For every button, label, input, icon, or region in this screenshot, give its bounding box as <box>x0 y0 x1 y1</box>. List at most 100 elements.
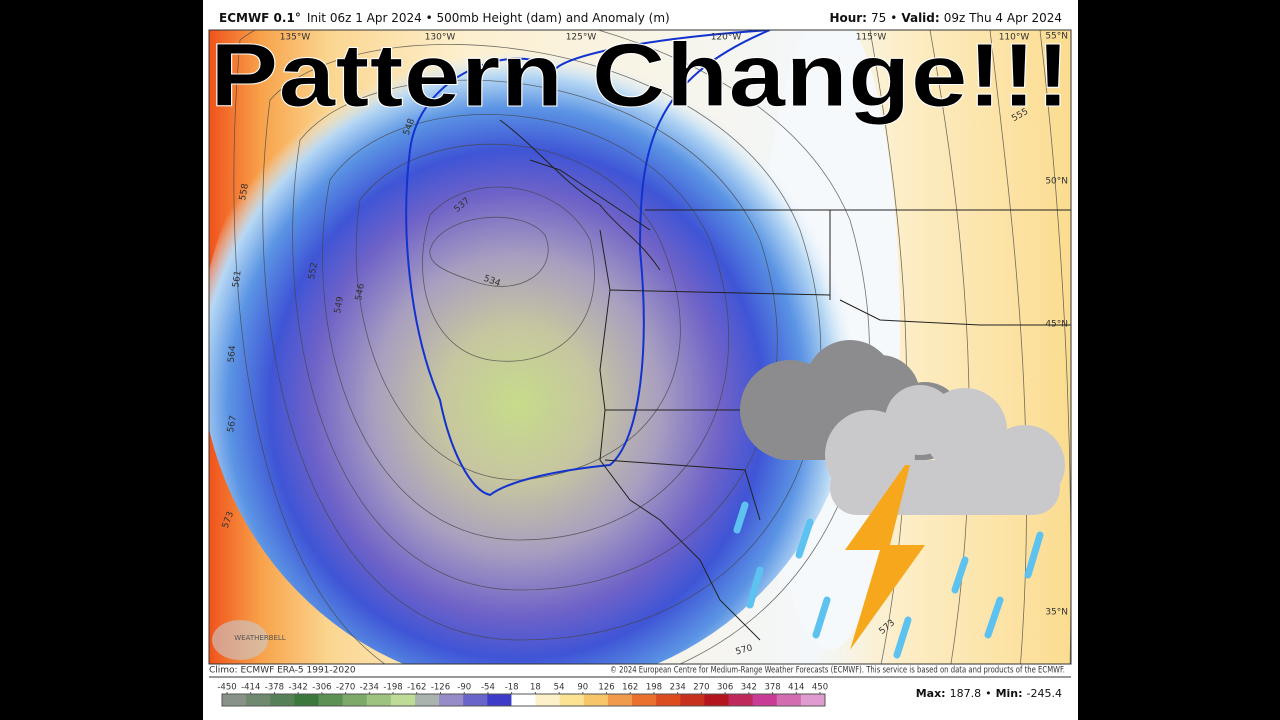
map-frame <box>208 29 1072 665</box>
colorbar-swatch <box>728 694 754 706</box>
contours <box>233 30 1071 664</box>
contour-label: 570 <box>735 643 754 657</box>
colorbar-swatch <box>414 694 440 706</box>
header-right: Hour: 75 • Valid: 09z Thu 4 Apr 2024 <box>829 11 1062 25</box>
colorbar-label: -198 <box>383 683 402 693</box>
contour-label: 558 <box>238 182 251 201</box>
longitude-label: 125°W <box>566 33 597 43</box>
colorbar-swatch <box>511 694 537 706</box>
colorbar-swatch <box>294 694 319 706</box>
storm-icon <box>733 340 1065 659</box>
colorbar-swatch <box>800 694 826 706</box>
colorbar-label: 342 <box>741 683 757 693</box>
geo-labels: 135°W 130°W 125°W 120°W 115°W 110°W 55°N 50°N 45… <box>280 32 1068 618</box>
colorbar-label: -18 <box>505 683 519 693</box>
min-label: Min: <box>996 687 1023 700</box>
longitude-label: 130°W <box>425 33 456 43</box>
contour-label: 546 <box>354 282 367 301</box>
colorbar-label: 126 <box>598 683 614 693</box>
colorbar-swatch <box>439 694 464 706</box>
contour-label: 567 <box>226 415 239 434</box>
stats: Max: 187.8 • Min: -245.4 <box>916 687 1062 700</box>
watermark-logo <box>212 620 268 660</box>
hour-value: 75 <box>871 11 886 25</box>
colorbar-frame <box>221 693 826 707</box>
colorbar-label: 414 <box>788 683 804 693</box>
watermark: WEATHERBELL <box>234 634 286 642</box>
colorbar-swatch <box>559 694 585 706</box>
header-left: ECMWF 0.1° Init 06z 1 Apr 2024 • 500mb He… <box>219 11 670 25</box>
longitude-label: 115°W <box>856 33 887 43</box>
colorbar-label: -126 <box>431 683 450 693</box>
copyright: © 2024 European Centre for Medium-Range … <box>610 666 1065 676</box>
latitude-label: 55°N <box>1045 32 1068 42</box>
colorbar-label: -450 <box>217 683 236 693</box>
valid-label: Valid: <box>901 11 939 25</box>
colorbar-swatch <box>752 694 778 706</box>
colorbar-label: -414 <box>241 683 260 693</box>
colorbar-swatch <box>487 694 512 706</box>
latitude-label: 45°N <box>1045 320 1068 330</box>
colorbar: -450 -414 -378 -342 -306 -270 -234 -198 -162 -126… <box>217 683 828 707</box>
boundaries <box>499 119 1071 641</box>
contour-labels: 5585615645675735525495465485375345555735… <box>221 107 1030 658</box>
separator: • <box>985 687 992 700</box>
blue-contour <box>405 30 771 497</box>
colorbar-label: 162 <box>622 683 638 693</box>
colorbar-label: -234 <box>360 683 379 693</box>
colorbar-label: 306 <box>717 683 733 693</box>
colorbar-label: 450 <box>812 683 828 693</box>
init-info: Init 06z 1 Apr 2024 • 500mb Height (dam)… <box>307 11 670 25</box>
colorbar-swatch <box>776 694 802 706</box>
colorbar-label: 198 <box>646 683 662 693</box>
separator: • <box>890 11 897 25</box>
colorbar-swatch <box>318 694 344 706</box>
colorbar-swatch <box>632 694 657 706</box>
colorbar-swatch <box>583 694 609 706</box>
climo: Climo: ECMWF ERA-5 1991-2020 <box>209 666 356 676</box>
colorbar-swatch <box>704 694 730 706</box>
colorbar-swatch <box>390 694 416 706</box>
colorbar-label: 90 <box>577 683 588 693</box>
latitude-label: 35°N <box>1045 608 1068 618</box>
min-value: -245.4 <box>1027 687 1062 700</box>
longitude-label: 110°W <box>999 33 1030 43</box>
colorbar-label: -54 <box>481 683 495 693</box>
colorbar-swatch <box>270 694 295 706</box>
colorbar-swatch <box>463 694 488 706</box>
colorbar-swatch <box>535 694 561 706</box>
overlay-title: Pattern Change!!! <box>210 26 1070 126</box>
contour-label: 564 <box>227 345 238 363</box>
colorbar-swatch <box>342 694 368 706</box>
colorbar-label: -378 <box>265 683 284 693</box>
map: WEATHERBELL 5585615645675735525495465485… <box>209 30 1071 664</box>
colorbar-swatch <box>246 694 271 706</box>
colorbar-swatch <box>680 694 705 706</box>
model: ECMWF 0.1° <box>219 11 301 25</box>
longitude-label: 135°W <box>280 33 311 43</box>
colorbar-label: -306 <box>312 683 331 693</box>
colorbar-label: 234 <box>670 683 686 693</box>
colorbar-label: -90 <box>457 683 471 693</box>
colorbar-label: 54 <box>554 683 565 693</box>
colorbar-swatch <box>366 694 392 706</box>
longitude-label: 120°W <box>711 33 742 43</box>
colorbar-label: 378 <box>764 683 780 693</box>
hour-label: Hour: <box>829 11 867 25</box>
colorbar-label: 270 <box>693 683 709 693</box>
latitude-label: 50°N <box>1045 177 1068 187</box>
colorbar-label: -162 <box>407 683 426 693</box>
colorbar-swatch <box>222 694 247 706</box>
max-value: 187.8 <box>950 687 982 700</box>
contour-label: 561 <box>231 270 243 288</box>
contour-label: 549 <box>333 295 346 314</box>
anomaly-low <box>209 30 860 664</box>
colorbar-label: -270 <box>336 683 355 693</box>
colorbar-label: -342 <box>289 683 308 693</box>
colorbar-label: 18 <box>530 683 541 693</box>
contour-label: 552 <box>307 262 320 281</box>
colorbar-swatch <box>607 694 633 706</box>
max-label: Max: <box>916 687 946 700</box>
valid-value: 09z Thu 4 Apr 2024 <box>944 11 1062 25</box>
